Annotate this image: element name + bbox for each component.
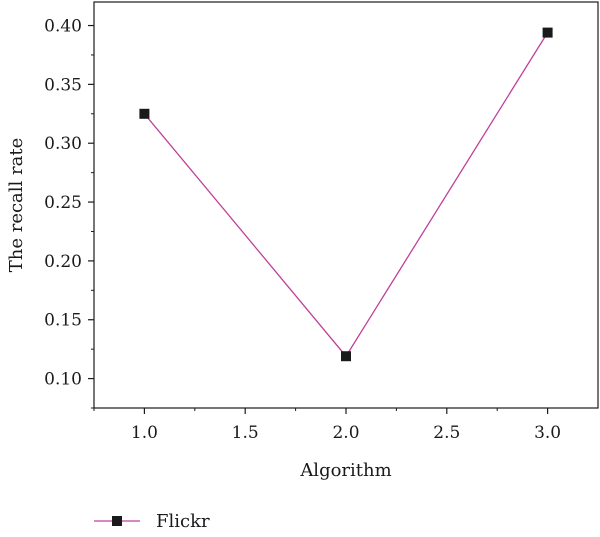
- legend-label: Flickr: [156, 511, 210, 532]
- x-axis-ticks: 1.0 1.5 2.0 2.5 3.0: [93, 408, 561, 443]
- y-axis-title: The recall rate: [6, 138, 27, 273]
- data-point-marker: [139, 108, 150, 119]
- y-tick-label: 0.40: [44, 17, 82, 37]
- legend: Flickr: [94, 511, 210, 532]
- x-tick-label: 1.5: [232, 423, 259, 443]
- series-group: [139, 27, 553, 362]
- x-tick-label: 2.5: [433, 423, 460, 443]
- y-tick-label: 0.30: [44, 134, 82, 154]
- y-tick-label: 0.35: [44, 75, 82, 95]
- x-tick-label: 1.0: [131, 423, 158, 443]
- x-tick-label: 3.0: [534, 423, 561, 443]
- y-tick-label: 0.15: [44, 311, 82, 331]
- data-point-marker: [341, 351, 351, 362]
- y-tick-label: 0.10: [44, 370, 82, 390]
- series-line: [143, 32, 549, 358]
- axes: [93, 1, 599, 409]
- x-tick-label: 2.0: [332, 423, 359, 443]
- x-axis-title: Algorithm: [299, 460, 391, 481]
- y-axis-ticks: 0.10 0.15 0.20 0.25 0.30 0.35 0.40: [44, 17, 94, 409]
- data-point-marker: [542, 27, 553, 38]
- legend-marker-sample: [112, 516, 122, 526]
- y-tick-label: 0.20: [44, 252, 82, 272]
- plot-frame: [93, 1, 599, 409]
- y-tick-label: 0.25: [44, 193, 82, 213]
